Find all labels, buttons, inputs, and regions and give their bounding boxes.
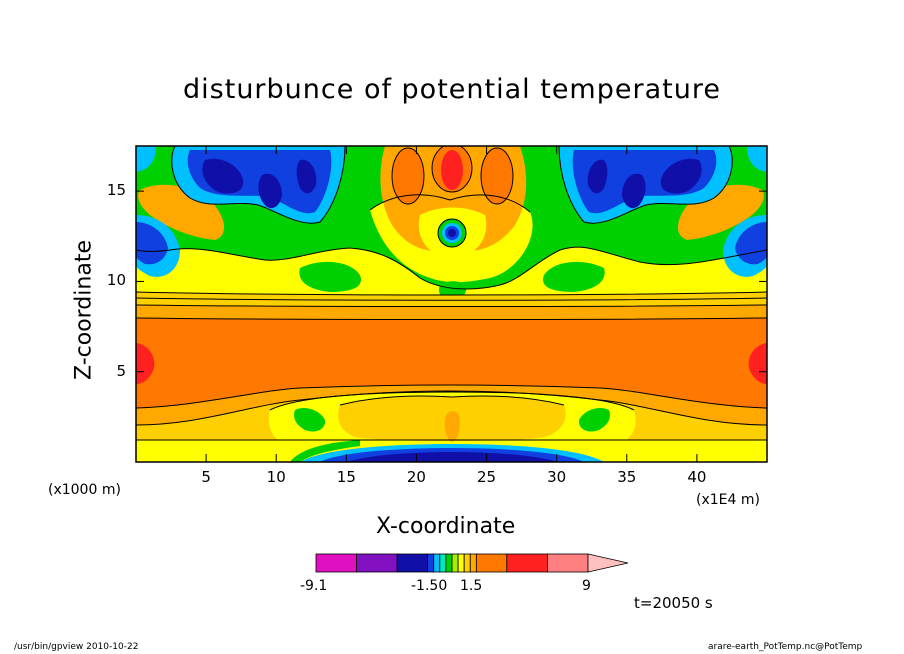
lower-green-left (294, 408, 326, 432)
colorbar-segment (547, 553, 589, 573)
right-navy-lobe-c (587, 159, 608, 194)
footer-program-info: /usr/bin/gpview 2010-10-22 (14, 642, 139, 652)
contour-lines (136, 146, 767, 441)
green-patch-right (543, 261, 605, 292)
time-label: t=20050 s (634, 594, 713, 612)
colorbar-tick-label: 1.5 (460, 578, 483, 594)
x-tick-label: 20 (406, 468, 426, 486)
colorbar-segment (315, 553, 357, 573)
x-unit-label: (x1000 m) (48, 482, 121, 498)
upper-darkorange-right (481, 148, 513, 204)
lower-green-right (578, 408, 610, 432)
colorbar-segment (457, 553, 465, 573)
warm-band-core (136, 318, 767, 408)
x-tick-label: 10 (266, 468, 286, 486)
x-tick-label: 5 (201, 468, 211, 486)
colorbar-segment (433, 553, 441, 573)
left-edge-cyan-top (136, 146, 156, 172)
surface-navy (345, 452, 559, 462)
y-tick-label: 10 (106, 271, 126, 290)
colorbar-segment (439, 553, 447, 573)
left-navy-lobe-b (258, 173, 282, 209)
x-tick-label: 40 (687, 468, 707, 486)
x-tick-label: 15 (336, 468, 356, 486)
left-edge-blue (136, 222, 168, 265)
left-navy-lobe-a (202, 158, 244, 194)
x-tick-label: 25 (477, 468, 497, 486)
x-tick-label: 35 (617, 468, 637, 486)
upper-darkorange-left (392, 148, 424, 204)
colorbar-segment (445, 553, 453, 573)
y-tick-label: 5 (116, 361, 126, 380)
colorbar-segment (506, 553, 548, 573)
x-tick-label: 30 (547, 468, 567, 486)
surface-green (290, 440, 360, 462)
y-tick-label: 15 (106, 181, 126, 200)
colorbar-extend-arrow (587, 553, 629, 573)
colorbar-tick-label: -1.50 (411, 578, 448, 594)
colorbar-segment (469, 553, 477, 573)
warm-core-right (748, 343, 767, 384)
colorbar-segment (451, 553, 459, 573)
green-patch-left (299, 261, 361, 292)
footer-file-info: arare-earth_PotTemp.nc@PotTemp (708, 642, 863, 652)
colorbar-segment (356, 553, 398, 573)
upper-red-core (441, 150, 463, 190)
center-navy-core (448, 229, 456, 237)
right-edge-blue (735, 222, 767, 265)
warm-core-left (136, 343, 155, 384)
colorbar-segment (463, 553, 471, 573)
y-axis-label: Z-coordinate (71, 240, 97, 380)
chart-title: disturbunce of potential temperature (183, 74, 721, 105)
right-navy-lobe-b (622, 173, 646, 209)
x-exponent-label: (x1E4 m) (696, 492, 760, 508)
tick-marks (136, 146, 767, 462)
right-navy-lobe-a (660, 158, 702, 194)
colorbar-tick-label: -9.1 (300, 578, 328, 594)
colorbar-segment (396, 553, 429, 573)
colorbar-segment (475, 553, 508, 573)
x-axis-label: X-coordinate (376, 514, 516, 539)
colorbar-tick-label: 9 (582, 578, 591, 594)
plot-frame (135, 145, 768, 463)
colorbar (315, 553, 629, 573)
lower-orange-center (444, 411, 460, 442)
right-edge-cyan-top (747, 146, 767, 172)
contour-field (136, 146, 767, 462)
colorbar-segment (427, 553, 435, 573)
left-navy-lobe-c (296, 159, 317, 194)
